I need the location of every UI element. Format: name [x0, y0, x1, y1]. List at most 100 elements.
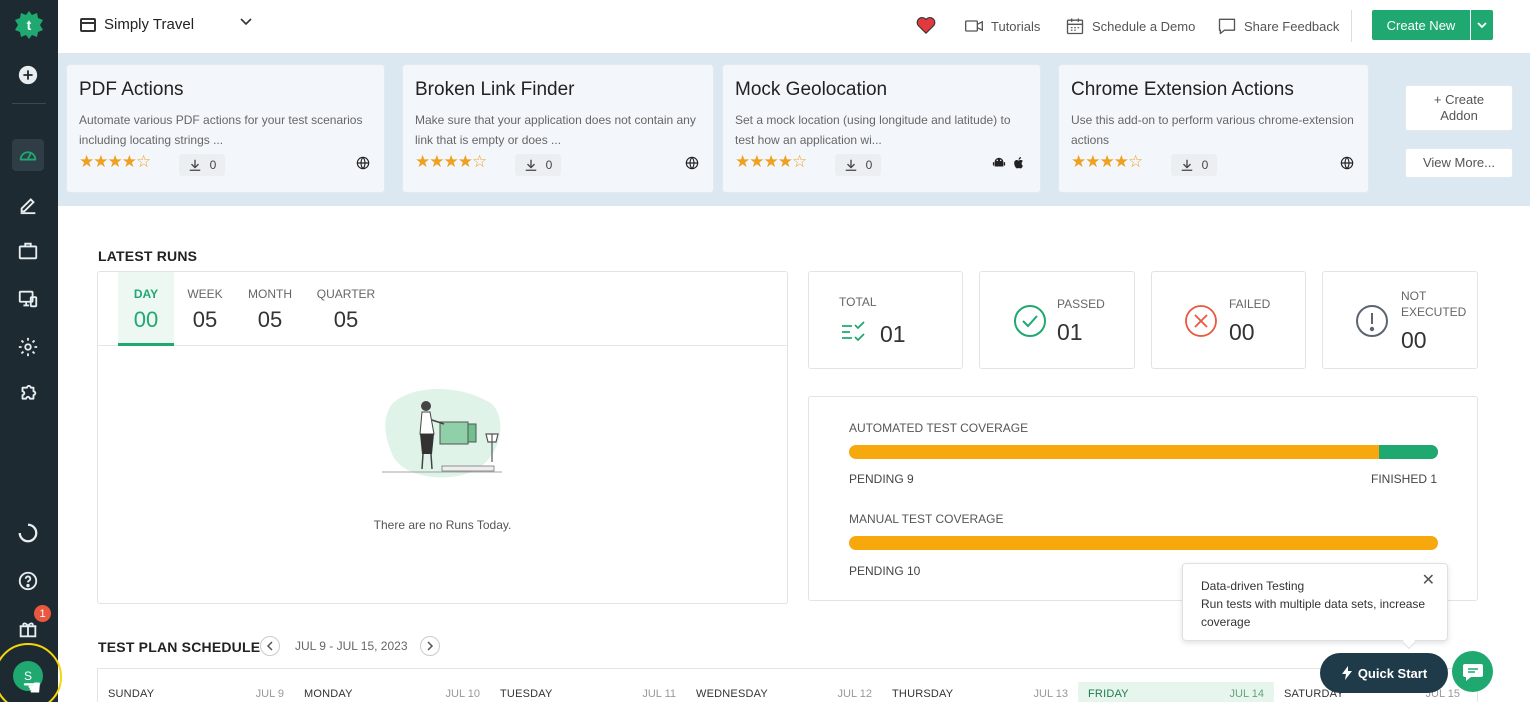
schedule-demo-link[interactable]: Schedule a Demo: [1065, 16, 1195, 36]
exclamation-circle-icon: [1356, 305, 1388, 337]
download-icon: [845, 159, 856, 171]
addon-card[interactable]: Mock Geolocation Set a mock location (us…: [722, 64, 1041, 193]
download-count-value: 0: [545, 158, 553, 172]
addon-description: Make sure that your application does not…: [415, 113, 696, 147]
tutorials-link[interactable]: Tutorials: [964, 16, 1040, 36]
next-week-button[interactable]: [420, 636, 440, 656]
briefcase-icon[interactable]: [16, 239, 40, 263]
tab-day[interactable]: DAY 00: [118, 272, 174, 346]
latest-runs-title: LATEST RUNS: [98, 248, 198, 264]
schedule-day-wednesday[interactable]: WEDNESDAY JUL 12: [686, 682, 882, 702]
loading-circle-icon[interactable]: [16, 521, 40, 545]
project-selector[interactable]: Simply Travel: [80, 16, 194, 33]
testsigma-logo-icon[interactable]: t: [13, 9, 45, 41]
chevron-down-icon: [1477, 22, 1487, 29]
sidebar-divider: [12, 103, 46, 104]
day-name: THURSDAY: [892, 688, 954, 700]
view-more-button[interactable]: View More...: [1405, 148, 1513, 178]
stat-card-total: TOTAL 01: [808, 271, 963, 369]
latest-runs-panel: DAY 00 WEEK 05 MONTH 05 QUARTER 05 There…: [97, 271, 788, 604]
download-icon: [525, 159, 536, 171]
feature-tip-popover: Data-driven Testing Run tests with multi…: [1182, 563, 1448, 641]
download-count-value: 0: [865, 158, 873, 172]
manual-coverage-label: MANUAL TEST COVERAGE: [849, 512, 1004, 526]
stat-label: FAILED: [1229, 297, 1271, 311]
stat-value: 00: [1229, 319, 1255, 345]
schedule-day-sunday[interactable]: SUNDAY JUL 9: [98, 682, 294, 702]
automated-finished-fill: [1379, 445, 1438, 459]
quick-start-button[interactable]: Quick Start: [1320, 653, 1448, 693]
day-name: WEDNESDAY: [696, 688, 768, 700]
dashboard-icon[interactable]: [16, 143, 40, 167]
empty-runs-message: There are no Runs Today.: [373, 518, 512, 532]
stat-card-not-executed: NOT EXECUTED 00: [1322, 271, 1478, 369]
tab-month[interactable]: MONTH 05: [242, 272, 298, 346]
tip-title: Data-driven Testing: [1201, 579, 1305, 593]
heart-icon[interactable]: [915, 14, 937, 36]
addons-puzzle-icon[interactable]: [16, 383, 40, 407]
addon-title: Chrome Extension Actions: [1071, 79, 1294, 100]
schedule-day-tuesday[interactable]: TUESDAY JUL 11: [490, 682, 686, 702]
create-new-dropdown-button[interactable]: [1471, 10, 1493, 40]
automated-coverage-bar: [849, 445, 1438, 459]
checklist-icon: [842, 321, 865, 342]
create-new-button[interactable]: Create New: [1372, 10, 1470, 40]
download-icon: [189, 159, 200, 171]
schedule-day-thursday[interactable]: THURSDAY JUL 13: [882, 682, 1078, 702]
chat-bubble-icon: [1218, 18, 1236, 35]
tutorials-label: Tutorials: [991, 18, 1041, 34]
addon-card[interactable]: PDF Actions Automate various PDF actions…: [66, 64, 385, 193]
edit-icon[interactable]: [16, 192, 40, 216]
share-feedback-link[interactable]: Share Feedback: [1217, 16, 1339, 36]
runs-period-tabs: DAY 00 WEEK 05 MONTH 05 QUARTER 05: [98, 272, 787, 346]
devices-icon[interactable]: [16, 287, 40, 311]
video-camera-icon: [965, 20, 983, 32]
stat-card-failed: FAILED 00: [1151, 271, 1306, 369]
automated-finished-count: FINISHED 1: [1370, 472, 1437, 486]
stat-value: 00: [1401, 327, 1427, 353]
apple-icon: [1014, 157, 1023, 169]
rating-stars-icon: ★★★★☆: [735, 152, 807, 171]
globe-icon: [1340, 156, 1354, 170]
create-addon-button[interactable]: + Create Addon: [1405, 85, 1513, 131]
addon-recommendations: PDF Actions Automate various PDF actions…: [58, 54, 1530, 206]
settings-gear-icon[interactable]: [16, 335, 40, 359]
day-name: SUNDAY: [108, 688, 155, 700]
test-coverage-panel: AUTOMATED TEST COVERAGE PENDING 9 FINISH…: [808, 396, 1478, 601]
empty-runs-illustration-icon: [382, 389, 502, 478]
help-icon[interactable]: [16, 569, 40, 593]
addon-description: Use this add-on to perform various chrom…: [1071, 113, 1354, 147]
tab-week[interactable]: WEEK 05: [180, 272, 230, 346]
tab-label: QUARTER: [316, 287, 376, 301]
schedule-day-saturday[interactable]: SATURDAY JUL 15: [1274, 682, 1470, 702]
project-window-icon: [80, 17, 96, 32]
previous-week-button[interactable]: [260, 636, 280, 656]
lightning-icon: [1341, 666, 1352, 680]
tab-value: 05: [257, 307, 283, 332]
tab-value: 05: [192, 307, 218, 332]
rating-stars-icon: ★★★★☆: [79, 152, 151, 171]
x-circle-icon: [1185, 305, 1217, 337]
rating-stars-icon: ★★★★☆: [1071, 152, 1143, 171]
day-date: JUL 10: [445, 688, 480, 700]
schedule-day-monday[interactable]: MONDAY JUL 10: [294, 682, 490, 702]
schedule-demo-label: Schedule a Demo: [1092, 18, 1196, 34]
download-count: 0: [1171, 154, 1217, 176]
chat-support-button[interactable]: [1452, 651, 1493, 692]
sidebar: t 1 S ☚: [0, 0, 62, 702]
addon-card[interactable]: Chrome Extension Actions Use this add-on…: [1058, 64, 1369, 193]
day-date: JUL 12: [837, 688, 872, 700]
chevron-right-icon: [427, 641, 434, 651]
day-name: TUESDAY: [500, 688, 553, 700]
tab-quarter[interactable]: QUARTER 05: [314, 272, 378, 346]
close-icon[interactable]: ✕: [1421, 572, 1435, 589]
addon-card[interactable]: Broken Link Finder Make sure that your a…: [402, 64, 714, 193]
gift-icon[interactable]: [16, 617, 40, 641]
stat-label: PASSED: [1057, 297, 1105, 311]
schedule-day-friday[interactable]: FRIDAY JUL 14: [1078, 682, 1274, 702]
chevron-down-icon[interactable]: [240, 16, 252, 28]
chat-icon: [1462, 663, 1483, 681]
add-icon[interactable]: [16, 63, 40, 87]
avatar[interactable]: S: [13, 661, 43, 691]
rating-stars-icon: ★★★★☆: [415, 152, 487, 171]
